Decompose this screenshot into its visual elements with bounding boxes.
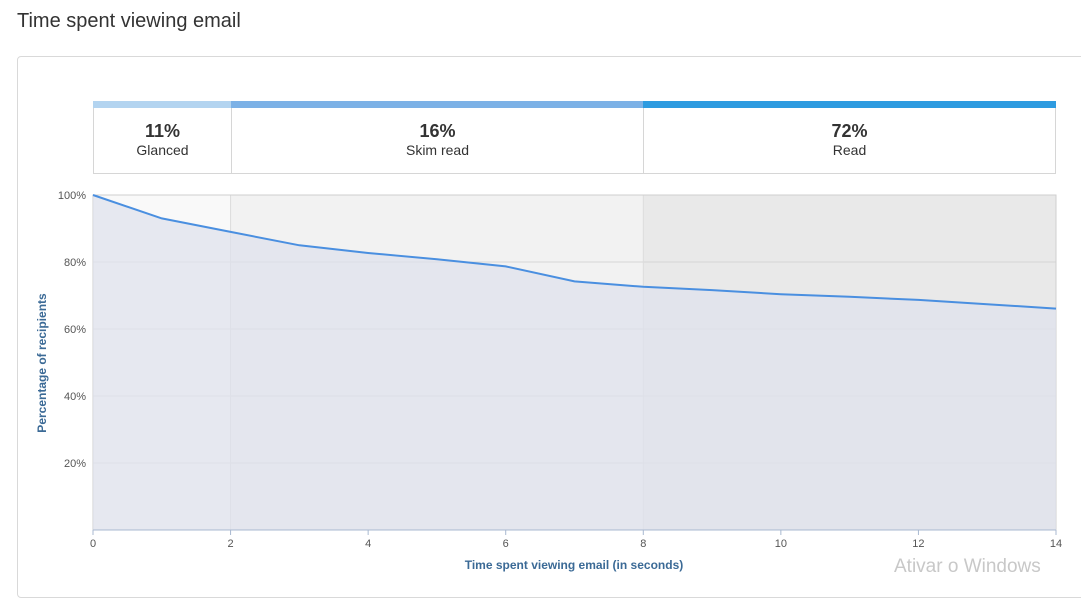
x-tick-label: 8	[640, 538, 646, 550]
x-tick-label: 6	[503, 538, 509, 550]
x-tick-label: 10	[775, 538, 787, 550]
x-axis-title: Time spent viewing email (in seconds)	[465, 558, 684, 572]
x-tick-label: 14	[1050, 538, 1062, 550]
y-axis-title: Percentage of recipients	[35, 293, 49, 433]
x-tick-label: 4	[365, 538, 371, 550]
windows-activation-watermark: Ativar o Windows	[894, 556, 1041, 578]
viewing-time-chart: 0 2 4 6 8 10 12 14 20% 40% 60% 80% 100% Time spent v…	[0, 0, 1081, 576]
y-tick-label: 60%	[64, 324, 86, 336]
x-tick-label: 0	[90, 538, 96, 550]
y-tick-label: 80%	[64, 257, 86, 269]
y-tick-label: 40%	[64, 391, 86, 403]
y-tick-label: 100%	[58, 190, 86, 202]
x-tick-label: 2	[228, 538, 234, 550]
y-tick-label: 20%	[64, 458, 86, 470]
x-tick-label: 12	[912, 538, 924, 550]
